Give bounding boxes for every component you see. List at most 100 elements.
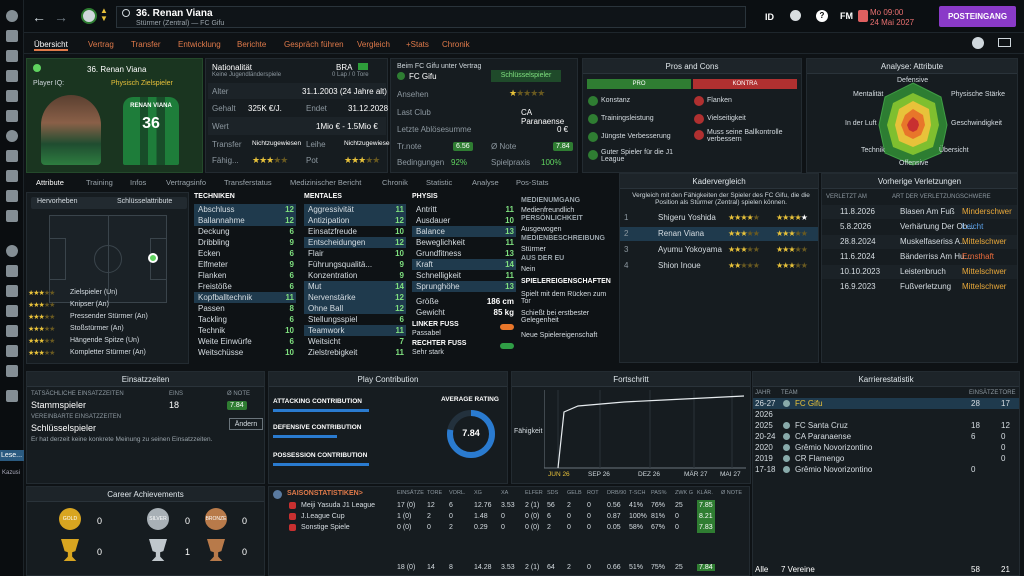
subtab-info[interactable]: Infos	[130, 178, 147, 187]
season-competition[interactable]: J.League Cup	[301, 513, 345, 520]
tab-compare[interactable]: Vergleich	[357, 40, 390, 49]
ball-icon[interactable]	[790, 10, 801, 21]
tab-overview[interactable]: Übersicht	[34, 40, 68, 51]
season-competition[interactable]: Meiji Yasuda J1 League	[301, 502, 376, 509]
career-team[interactable]: CR Flamengo	[795, 454, 845, 463]
season-col-header[interactable]: Ø NOTE	[721, 490, 743, 496]
role-row[interactable]: ★★★★★ Hängende Spitze (Un)	[28, 337, 140, 345]
career-team[interactable]: FC Santa Cruz	[795, 421, 848, 430]
career-row[interactable]: 2020 Grêmio Novorizontino 0	[753, 442, 1019, 453]
id-button[interactable]: ID	[765, 12, 774, 22]
career-team[interactable]: CA Paranaense	[795, 432, 852, 441]
squad-row[interactable]: 2 Renan Viana ★★★★★ ★★★★★	[620, 227, 818, 241]
trophy-icon[interactable]	[6, 285, 18, 297]
data-icon[interactable]	[6, 90, 18, 102]
finance-icon[interactable]	[6, 210, 18, 222]
scouting-icon[interactable]	[6, 170, 18, 182]
subtab-contract-info[interactable]: Vertragsinfo	[166, 178, 207, 187]
change-button[interactable]: Ändern	[229, 418, 263, 430]
season-title[interactable]: SAISONSTATISTIKEN>	[287, 490, 363, 497]
title-search-box[interactable]	[116, 6, 746, 28]
career-row[interactable]: 26-27 FC Gifu 28 17	[753, 398, 1019, 409]
tab-history[interactable]: Chronik	[442, 40, 470, 49]
career-row[interactable]: 20-24 CA Paranaense 6 0	[753, 431, 1019, 442]
career-row[interactable]: 17-18 Grêmio Novorizontino 0	[753, 464, 1019, 475]
season-col-header[interactable]: XG	[474, 490, 482, 496]
season-col-header[interactable]: GELB	[567, 490, 582, 496]
season-col-header[interactable]: TORE	[427, 490, 443, 496]
season-col-header[interactable]: XA	[501, 490, 509, 496]
season-col-header[interactable]: EINSÄTZE	[397, 490, 424, 496]
role-row[interactable]: ★★★★★ Pressender Stürmer (An)	[28, 313, 148, 321]
season-col-header[interactable]: ZWK G	[675, 490, 694, 496]
season-col-header[interactable]: ELFER	[525, 490, 543, 496]
squad-row[interactable]: 4 Shion Inoue ★★★★★ ★★★★★	[620, 259, 818, 273]
screen-icon[interactable]	[998, 38, 1011, 47]
season-col-header[interactable]: T-SCH	[629, 490, 646, 496]
career-row[interactable]: 2025 FC Santa Cruz 18 12	[753, 420, 1019, 431]
career-team[interactable]: FC Gifu	[795, 399, 823, 408]
squad-player-name[interactable]: Shion Inoue	[658, 261, 701, 270]
role-row[interactable]: ★★★★★ Knipser (An)	[28, 301, 109, 309]
squad-row[interactable]: 1 Shigeru Yoshida ★★★★★ ★★★★★	[620, 211, 818, 225]
squad-row[interactable]: 3 Ayumu Yokoyama ★★★★★ ★★★★★	[620, 243, 818, 257]
squad-player-name[interactable]: Ayumu Yokoyama	[658, 245, 722, 254]
subtab-medical[interactable]: Medizinischer Bericht	[290, 178, 362, 187]
fm-logo[interactable]: FM	[840, 11, 853, 21]
key-attributes-dropdown[interactable]: Schlüsselattribute	[113, 197, 187, 209]
help-icon[interactable]: ?	[816, 10, 828, 22]
continue-button[interactable]: POSTEINGANG	[939, 6, 1016, 27]
calendar-icon[interactable]	[858, 10, 868, 22]
staff-icon[interactable]	[6, 110, 18, 122]
career-row[interactable]: 2026	[753, 409, 1019, 420]
squad-player-name[interactable]: Renan Viana	[658, 229, 705, 238]
season-row[interactable]: J.League Cup 1 (0) 2 0 1.48 0 0 (0) 6 0 0 0.87 100%…	[269, 511, 749, 522]
subtab-history[interactable]: Chronik	[382, 178, 408, 187]
subtab-statistic[interactable]: Statistic	[426, 178, 453, 187]
world-icon[interactable]	[6, 365, 18, 377]
tab-talk[interactable]: Gespräch führen	[284, 40, 344, 49]
season-col-header[interactable]: KLÄR.	[697, 490, 713, 496]
career-team[interactable]: Grêmio Novorizontino	[795, 443, 873, 452]
settings-icon[interactable]	[6, 390, 18, 402]
forward-icon[interactable]: →	[54, 9, 68, 25]
search-icon[interactable]	[6, 245, 18, 257]
subtab-transfer-status[interactable]: Transferstatus	[224, 178, 272, 187]
back-icon[interactable]: ←	[32, 9, 46, 25]
role-row[interactable]: ★★★★★ Zielspieler (Un)	[28, 289, 118, 297]
training-icon[interactable]	[6, 130, 18, 142]
tactics-icon[interactable]	[6, 70, 18, 82]
role-row[interactable]: ★★★★★ Stoßstürmer (An)	[28, 325, 124, 333]
club-icon[interactable]	[6, 190, 18, 202]
people-icon[interactable]	[6, 345, 18, 357]
season-row[interactable]: Sonstige Spiele 0 (0) 0 2 0.29 0 0 (0) 2 0 0 0.05 5…	[269, 522, 749, 533]
season-competition[interactable]: Sonstige Spiele	[301, 524, 350, 531]
subtab-pos-stats[interactable]: Pos-Stats	[516, 178, 549, 187]
transfers-icon[interactable]	[6, 265, 18, 277]
tab-contract[interactable]: Vertrag	[88, 40, 114, 49]
squad-player-name[interactable]: Shigeru Yoshida	[658, 213, 716, 222]
season-col-header[interactable]: SDS	[547, 490, 559, 496]
home-icon[interactable]	[6, 10, 18, 22]
medical-icon[interactable]	[6, 150, 18, 162]
tab-transfer[interactable]: Transfer	[131, 40, 161, 49]
highlight-dropdown[interactable]: Hervorheben	[31, 197, 125, 209]
season-col-header[interactable]: ROT	[587, 490, 599, 496]
add-trait-button[interactable]: Neue Spielereigenschaft	[521, 332, 598, 339]
squad-icon[interactable]	[6, 50, 18, 62]
competition-icon[interactable]	[6, 305, 18, 317]
season-col-header[interactable]: PAS%	[651, 490, 667, 496]
role-row[interactable]: ★★★★★ Kompletter Stürmer (An)	[28, 349, 146, 357]
subtab-analysis[interactable]: Analyse	[472, 178, 499, 187]
position-marker[interactable]	[148, 253, 158, 263]
career-row[interactable]: 2019 CR Flamengo 0	[753, 453, 1019, 464]
subtab-attributes[interactable]: Attribute	[36, 178, 64, 187]
chevron-up-down-icon[interactable]: ▲ ▼	[100, 6, 108, 23]
notifications-icon[interactable]	[972, 37, 984, 49]
season-col-header[interactable]: DRB/90	[607, 490, 627, 496]
lese-label[interactable]: Lese...	[0, 450, 24, 461]
inbox-icon[interactable]	[6, 30, 18, 42]
tab-stats[interactable]: +Stats	[406, 40, 429, 49]
season-row[interactable]: Meiji Yasuda J1 League 17 (0) 12 6 12.76 3.53…	[269, 500, 749, 511]
subtab-training[interactable]: Training	[86, 178, 113, 187]
